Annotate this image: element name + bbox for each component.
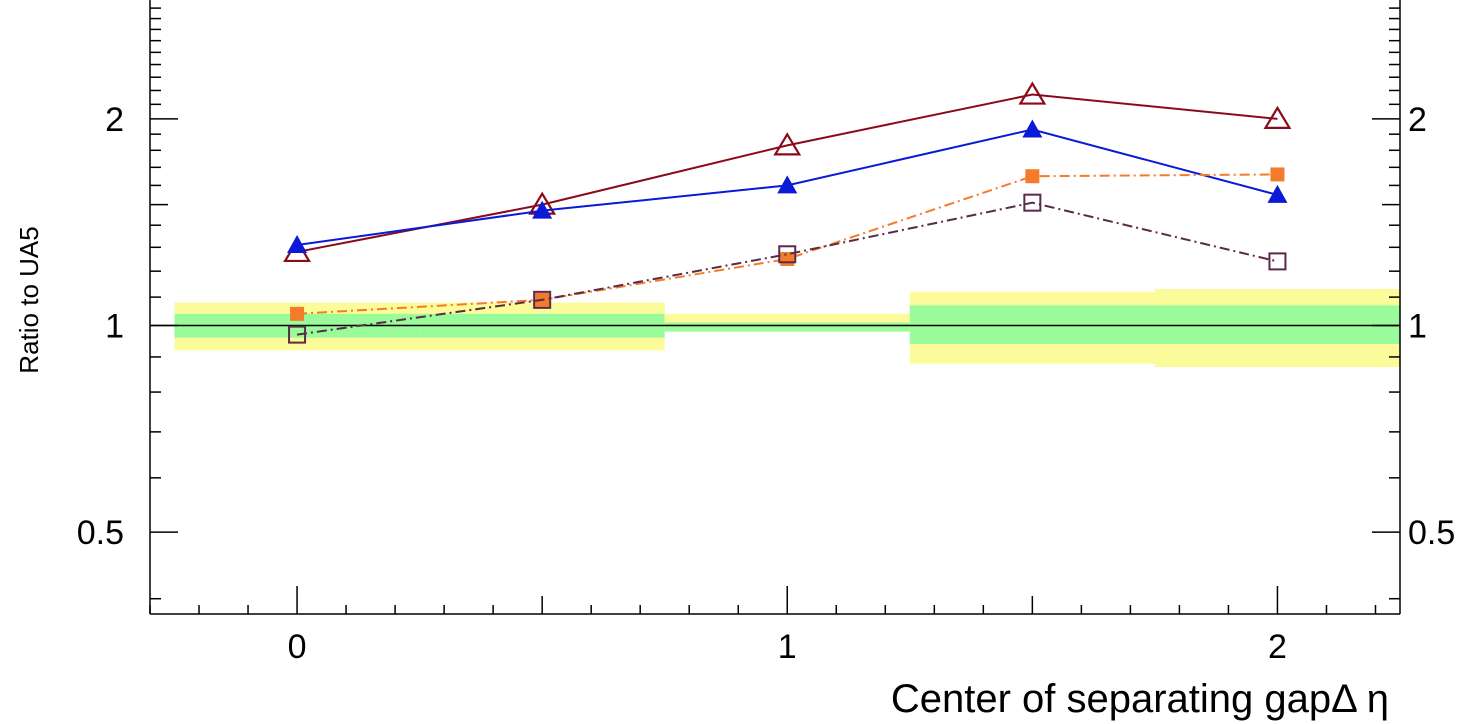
data-point-s0-2 <box>773 132 802 156</box>
band-inner-3 <box>909 305 1155 344</box>
data-point-s3-0 <box>288 325 307 344</box>
y-tick-label-right: 1 <box>1408 308 1427 346</box>
data-point-s3-2 <box>778 245 797 264</box>
data-point-s0-4 <box>1263 105 1292 129</box>
x-axis-title: Center of separating gapΔ η <box>891 677 1389 721</box>
y-axis-title: Ratio to UA5 <box>14 226 44 373</box>
data-point-s3-1 <box>533 290 552 309</box>
data-point-s1-3 <box>1022 119 1043 138</box>
band-inner-2 <box>664 322 910 332</box>
data-point-s3-4 <box>1268 252 1287 271</box>
x-tick-label: 0 <box>288 628 307 666</box>
data-point-s3-3 <box>1023 193 1042 212</box>
series-line-2 <box>297 173 1278 315</box>
series-line-0 <box>296 93 1278 253</box>
data-point-s1-4 <box>1267 184 1288 203</box>
band-inner-4 <box>1154 305 1400 344</box>
tick-labels: 0 1 2 0.5 0.5 1 1 2 2 <box>77 101 1456 666</box>
y-tick-label-right: 0.5 <box>1408 514 1455 552</box>
data-point-s1-0 <box>287 235 308 254</box>
axes <box>149 0 1401 615</box>
data-point-s1-2 <box>777 175 798 194</box>
data-point-s2-0 <box>290 306 305 321</box>
y-tick-label-left: 0.5 <box>77 514 124 552</box>
uncertainty-bands <box>174 289 1400 368</box>
series-line-3 <box>296 201 1278 336</box>
y-tick-label-right: 2 <box>1408 101 1427 139</box>
data-series <box>283 81 1292 344</box>
y-tick-label-left: 1 <box>105 308 124 346</box>
data-point-s1-1 <box>532 200 553 219</box>
x-tick-label: 1 <box>778 628 797 666</box>
data-point-s2-4 <box>1270 167 1285 182</box>
x-tick-label: 2 <box>1268 628 1287 666</box>
y-tick-label-left: 2 <box>105 101 124 139</box>
data-point-s2-3 <box>1025 169 1040 184</box>
data-point-s0-3 <box>1018 81 1047 105</box>
